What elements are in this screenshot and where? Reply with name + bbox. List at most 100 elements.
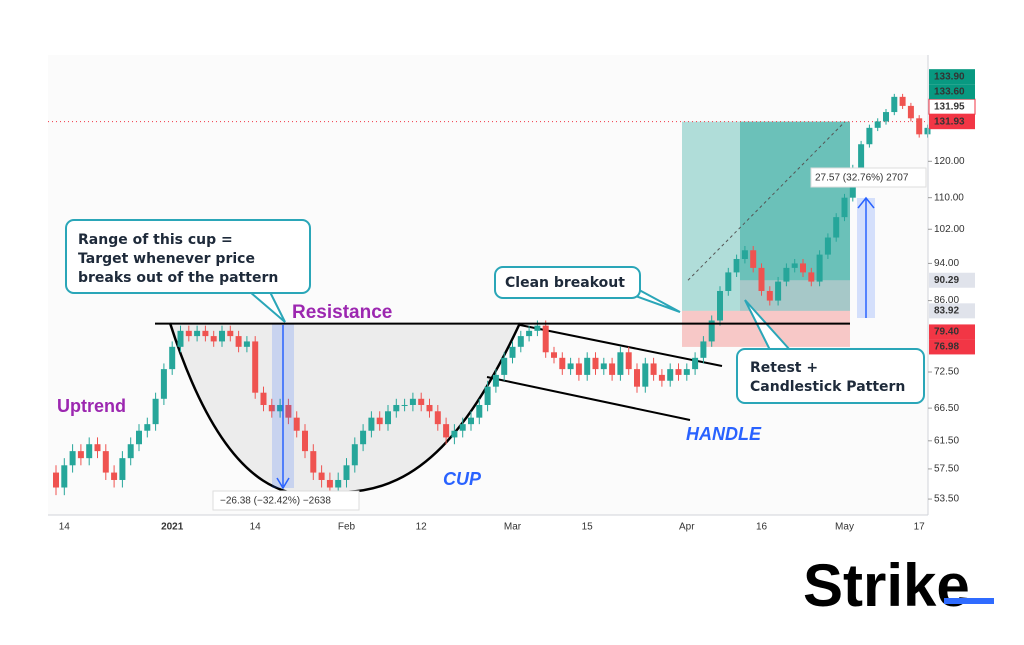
candle-body (891, 96, 898, 113)
candle-body (783, 267, 790, 282)
candle-body (766, 290, 773, 301)
measure-box (810, 167, 927, 188)
resistance-label: Resistance (292, 302, 392, 323)
candle-body (733, 258, 740, 273)
callout-pointer (249, 291, 286, 323)
candle-body (559, 357, 566, 370)
measure-label: 27.57 (32.76%) 2707 (815, 173, 909, 184)
candle-body (360, 430, 367, 445)
candle-body (443, 424, 450, 438)
candle-body (916, 118, 923, 135)
price-tag (929, 324, 975, 340)
x-tick-label: 16 (756, 522, 768, 533)
y-tick-label: 94.00 (934, 258, 959, 269)
x-tick-label: 17 (914, 522, 926, 533)
callout-text: Retest + (750, 360, 818, 376)
candle-body (160, 369, 167, 399)
candle-body (459, 424, 466, 431)
handle-upper (519, 324, 723, 367)
x-tick-label: Feb (338, 522, 356, 533)
candle-body (501, 357, 508, 375)
candles (53, 93, 931, 496)
price-tag (929, 339, 975, 355)
zones (48, 121, 928, 347)
candle-body (61, 465, 68, 488)
candle-body (617, 352, 624, 375)
candle-body (567, 363, 574, 370)
candle-body (111, 472, 118, 480)
candle-body (53, 472, 59, 488)
candle-body (816, 254, 823, 282)
candle-body (227, 330, 234, 337)
candle-body (858, 144, 865, 169)
price-tag-label: 133.90 (934, 71, 965, 82)
candle-body (293, 417, 300, 431)
candle-body (584, 357, 591, 375)
candle-body (592, 357, 599, 370)
price-tag-label: 83.92 (934, 305, 959, 316)
candle-body (600, 363, 607, 370)
price-tag-label: 131.95 (934, 101, 965, 112)
candle-body (625, 352, 632, 370)
candle-body (185, 330, 192, 337)
candle-body (833, 217, 840, 238)
candle-body (219, 330, 225, 342)
candle-body (69, 451, 76, 466)
candle-body (725, 272, 732, 291)
candle-body (368, 417, 375, 431)
cup-label: CUP (443, 469, 482, 489)
candle-body (409, 398, 416, 405)
candle-body (484, 386, 491, 405)
candle-body (252, 341, 259, 393)
candle-body (841, 197, 848, 218)
price-tag-label: 133.60 (934, 86, 965, 97)
y-tick-label: 102.00 (934, 224, 965, 235)
candle-body (401, 404, 408, 406)
candle-body (326, 479, 333, 488)
candle-body (169, 346, 176, 370)
candle-body (376, 417, 383, 425)
candle-body (260, 392, 267, 405)
candle-body (451, 430, 458, 438)
handle-lower (486, 376, 691, 421)
arrow-head (276, 477, 290, 490)
x-tick-label: 15 (582, 522, 594, 533)
candle-body (758, 267, 765, 291)
candle-body (667, 369, 674, 381)
candle-body (708, 320, 715, 342)
candle-body (136, 430, 142, 445)
candle-body (683, 369, 690, 375)
price-tag (929, 69, 975, 85)
callout-text: breaks out of the pattern (78, 270, 278, 286)
entry-zone (740, 280, 850, 311)
price-tag-label: 76.98 (934, 342, 959, 353)
callout-pointer (744, 299, 791, 351)
candle-body (102, 451, 109, 473)
y-tick-label: 110.00 (934, 192, 964, 203)
y-tick-label: 57.50 (934, 464, 959, 475)
y-tick-label: 120.00 (934, 156, 965, 167)
candle-body (808, 272, 815, 282)
x-tick-label: Mar (504, 522, 522, 533)
candle-body (692, 357, 699, 370)
callout-text: Clean breakout (505, 275, 625, 291)
candle-body (468, 417, 474, 425)
measure-box (212, 490, 360, 511)
candle-body (268, 404, 275, 412)
candle-body (866, 127, 873, 145)
callout-text: Candlestick Pattern (750, 379, 905, 395)
measure-label: −26.38 (−32.42%) −2638 (220, 496, 331, 507)
candle-body (335, 479, 342, 488)
candle-body (874, 121, 881, 128)
candle-body (177, 330, 184, 347)
candle-body (302, 430, 308, 452)
y-tick-label: 66.50 (934, 403, 959, 414)
uptrend-label: Uptrend (57, 396, 126, 416)
candle-body (310, 451, 317, 473)
callout-box (65, 219, 311, 294)
trend-dash (687, 121, 846, 281)
y-tick-label: 72.50 (934, 367, 959, 378)
candle-body (144, 424, 151, 431)
candle-body (741, 250, 748, 259)
